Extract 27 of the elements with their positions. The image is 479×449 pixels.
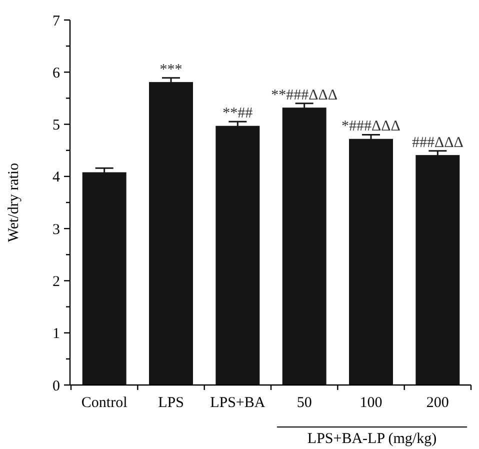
y-tick-label: 5 (52, 118, 60, 134)
y-tick-label: 4 (52, 170, 60, 186)
bar (349, 138, 393, 385)
x-tick-label: 200 (426, 395, 449, 411)
y-tick-label: 0 (52, 378, 60, 394)
y-tick-label: 3 (52, 222, 60, 238)
x-tick-label: Control (81, 395, 128, 411)
annotation: ###ΔΔΔ (412, 134, 464, 151)
text: LPS+BA-LP (mg/kg) (307, 431, 437, 447)
x-tick-label: 100 (360, 395, 382, 411)
x-tick-label: LPS+BA (210, 395, 266, 411)
x-tick-label: 50 (296, 395, 312, 411)
bar (216, 126, 260, 385)
bar (82, 172, 126, 385)
bar (149, 82, 193, 385)
annotation: **###ΔΔΔ (271, 87, 338, 104)
y-tick-label: 2 (52, 274, 60, 290)
annotation: **## (222, 106, 254, 122)
x-tick-label: LPS (158, 395, 184, 411)
y-tick-label: 7 (52, 13, 60, 30)
annotation: *** (160, 62, 182, 78)
annotation: *###ΔΔΔ (342, 118, 401, 135)
y-axis-title: Wet/dry ratio (6, 162, 22, 242)
y-tick-label: 6 (52, 65, 60, 82)
y-tick-label: 1 (52, 326, 60, 342)
bar (282, 108, 326, 385)
bar (416, 155, 460, 385)
